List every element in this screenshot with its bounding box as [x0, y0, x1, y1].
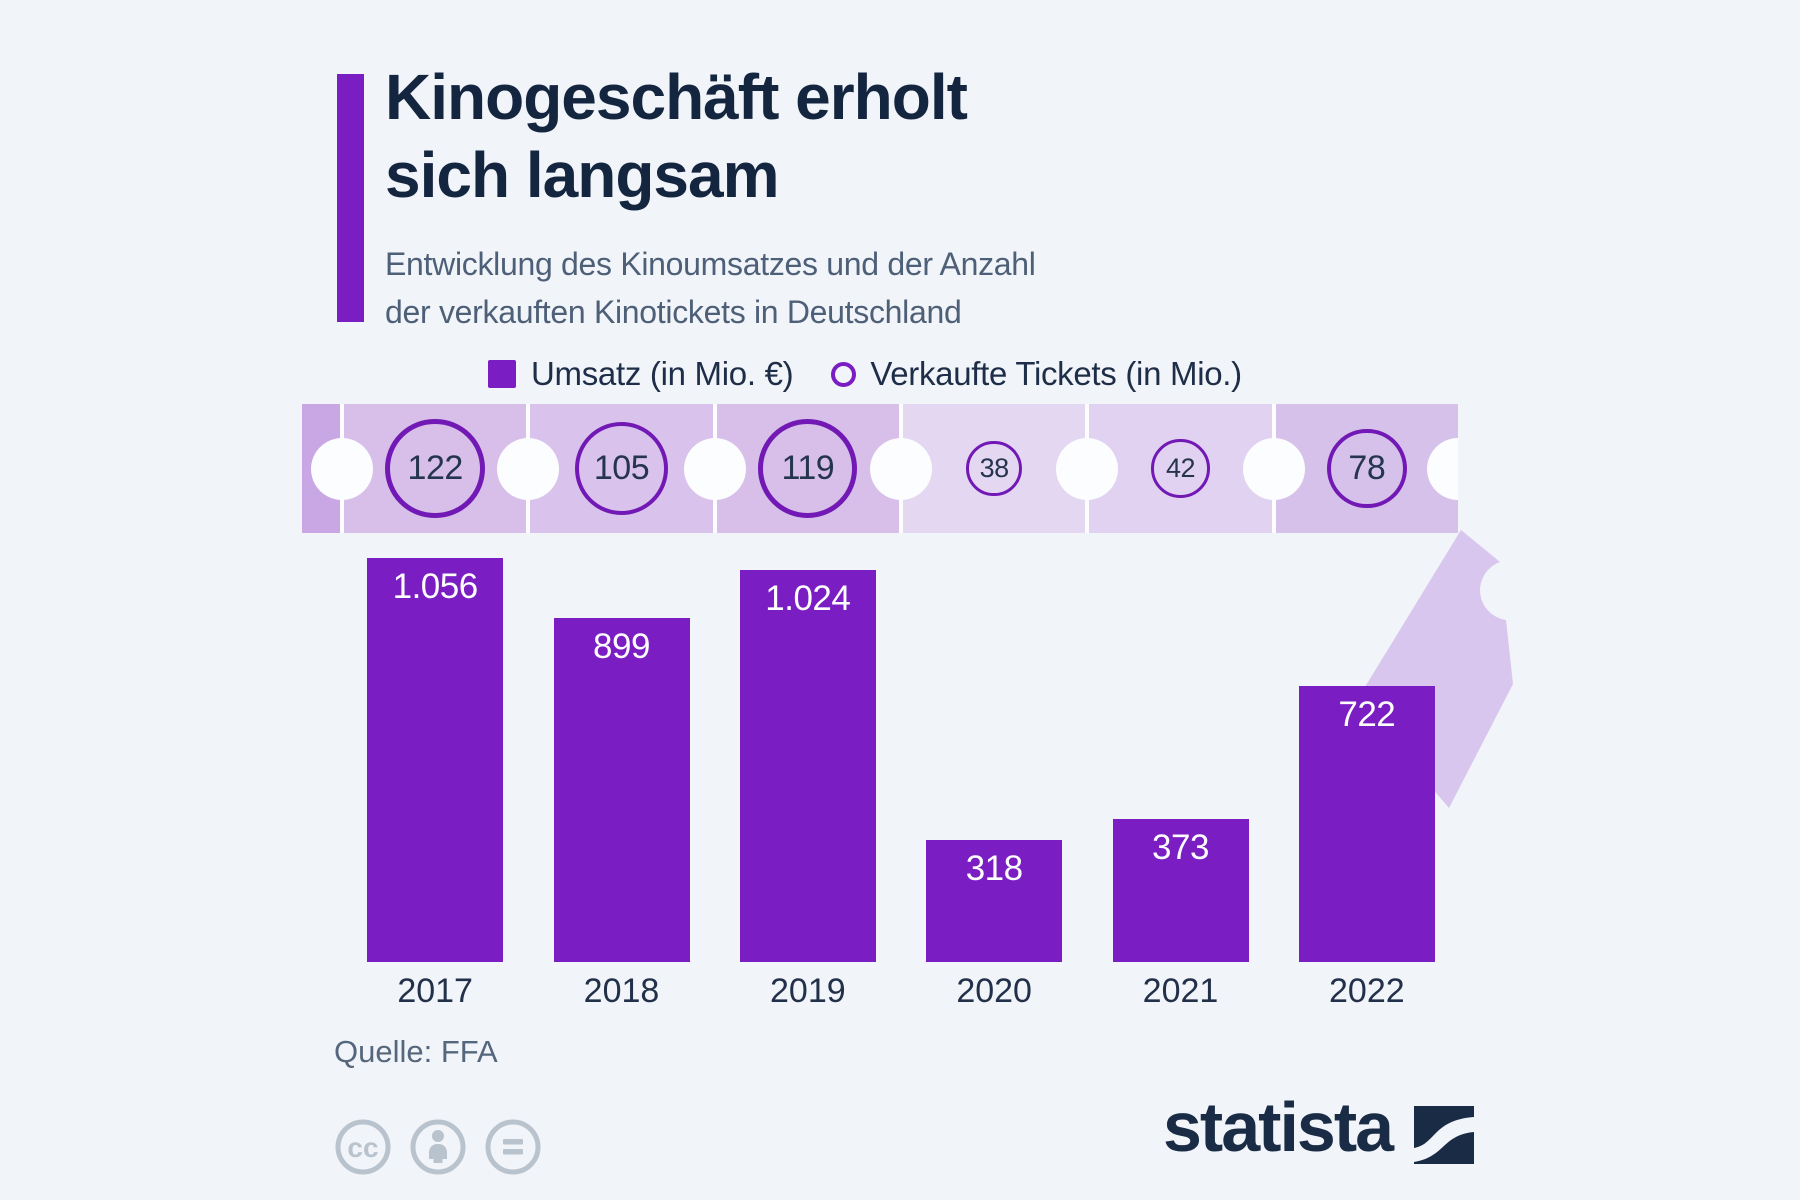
revenue-legend-label: Umsatz (in Mio. €) — [531, 355, 794, 392]
subtitle-line-1: Entwicklung des Kinoumsatzes und der Anz… — [385, 246, 1036, 282]
ticket-filmstrip: 122 105 119 38 42 78 — [302, 404, 1458, 533]
ticket-circle-2017: 122 — [385, 418, 486, 519]
sprocket-hole — [1056, 437, 1119, 500]
title-accent-bar — [337, 74, 364, 322]
attribution-person-icon — [410, 1119, 466, 1175]
x-label-2019: 2019 — [770, 972, 846, 1010]
title-line-1: Kinogeschäft erholt — [385, 61, 968, 133]
ticket-circle-2018: 105 — [575, 422, 668, 515]
ticket-circle-2021: 42 — [1151, 439, 1210, 498]
license-icons: cc — [334, 1118, 542, 1176]
x-label-2017: 2017 — [397, 972, 473, 1010]
svg-text:cc: cc — [347, 1132, 378, 1163]
x-label-2020: 2020 — [956, 972, 1032, 1010]
bar-value-2022: 722 — [1338, 694, 1396, 734]
page-title: Kinogeschäft erholt sich langsam — [385, 58, 968, 214]
bar-2018: 899 — [553, 617, 690, 962]
x-label-2022: 2022 — [1329, 972, 1405, 1010]
bar-2022: 722 — [1298, 685, 1435, 962]
bar-value-2017: 1.056 — [392, 566, 479, 606]
ticket-circle-2019: 119 — [758, 419, 858, 518]
subtitle-line-2: der verkauften Kinotickets in Deutschlan… — [385, 294, 962, 330]
bar-2017: 1.056 — [367, 557, 504, 962]
ticket-circle-2020: 38 — [966, 440, 1023, 497]
bar-2020: 318 — [926, 840, 1063, 962]
statista-wordmark: statista — [1163, 1088, 1394, 1166]
title-line-2: sich langsam — [385, 139, 779, 211]
source-label: Quelle: FFA — [334, 1034, 498, 1069]
sprocket-hole — [870, 437, 932, 500]
sprocket-hole — [497, 437, 560, 500]
tickets-legend-marker-icon — [831, 361, 857, 387]
ticket-circle-2022: 78 — [1326, 428, 1407, 509]
statista-logo: statista — [1163, 1088, 1475, 1166]
equals-icon — [485, 1119, 541, 1175]
x-label-2018: 2018 — [583, 972, 660, 1010]
bar-value-2020: 318 — [965, 849, 1023, 889]
chart-legend: Umsatz (in Mio. €) Verkaufte Tickets (in… — [488, 354, 1242, 394]
sprocket-hole — [683, 437, 746, 500]
bar-2021: 373 — [1112, 819, 1249, 962]
chart-subtitle: Entwicklung des Kinoumsatzes und der Anz… — [385, 240, 1036, 336]
bar-2019: 1.024 — [739, 570, 876, 962]
bar-value-2021: 373 — [1152, 828, 1209, 868]
bar-value-2018: 899 — [593, 626, 650, 666]
sprocket-hole — [311, 437, 373, 500]
statista-logo-mark-icon — [1414, 1106, 1475, 1164]
bar-value-2019: 1.024 — [765, 579, 851, 619]
cc-icon: cc — [335, 1119, 391, 1175]
x-label-2021: 2021 — [1142, 972, 1219, 1010]
sprocket-hole — [1242, 437, 1305, 500]
revenue-legend-swatch — [488, 360, 516, 388]
tickets-legend-label: Verkaufte Tickets (in Mio.) — [870, 355, 1242, 392]
